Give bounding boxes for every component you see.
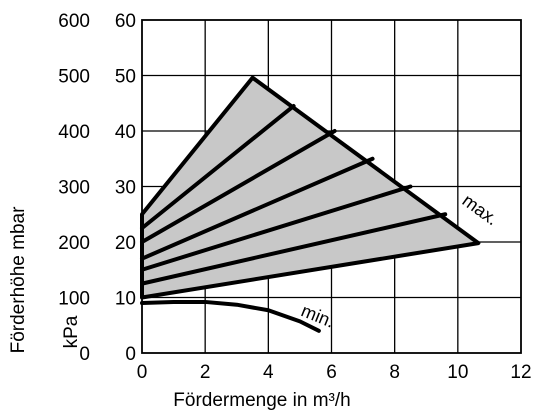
y-tick-label-kpa: 20	[115, 233, 136, 254]
y-tick-label-mbar: 500	[58, 67, 90, 88]
y-tick-label-mbar: 100	[58, 289, 90, 310]
y-tick-label-mbar: 0	[79, 344, 90, 365]
series-line-2	[140, 129, 337, 244]
series-line-3	[140, 156, 375, 261]
series-line-6	[140, 299, 321, 333]
x-tick-label: 4	[263, 362, 274, 383]
series-line-1	[140, 104, 296, 231]
y-axis-title-inner: kPa	[61, 315, 82, 348]
y-tick-label-kpa: 60	[115, 11, 136, 32]
curve-label-max: max.	[459, 190, 502, 229]
y-tick-label-kpa: 40	[115, 122, 136, 143]
y-tick-label-kpa: 30	[115, 178, 136, 199]
tick-labels: 0 2 4 6 8 10 120102030405060010020030040050060…	[58, 11, 531, 383]
x-tick-label: 12	[510, 362, 531, 383]
series-line-5	[140, 212, 448, 286]
y-tick-label-mbar: 400	[58, 122, 90, 143]
y-axis-title-outer: Förderhöhe mbar	[8, 206, 29, 353]
x-tick-label: 6	[326, 362, 337, 383]
series-lines	[140, 104, 448, 333]
y-tick-label-kpa: 10	[115, 289, 136, 310]
y-tick-label-mbar: 300	[58, 178, 90, 199]
x-tick-label: 10	[447, 362, 468, 383]
series-line-4	[140, 184, 413, 272]
y-tick-label-kpa: 0	[125, 344, 136, 365]
y-tick-label-kpa: 50	[115, 67, 136, 88]
x-tick-label: 2	[200, 362, 211, 383]
y-tick-label-mbar: 600	[58, 11, 90, 32]
x-axis-title: Fördermenge in m³/h	[173, 390, 350, 411]
plot-border	[141, 19, 522, 354]
x-tick-label: 0	[137, 362, 148, 383]
plot-frame	[141, 19, 522, 354]
x-tick-label: 8	[389, 362, 400, 383]
y-tick-label-mbar: 200	[58, 233, 90, 254]
